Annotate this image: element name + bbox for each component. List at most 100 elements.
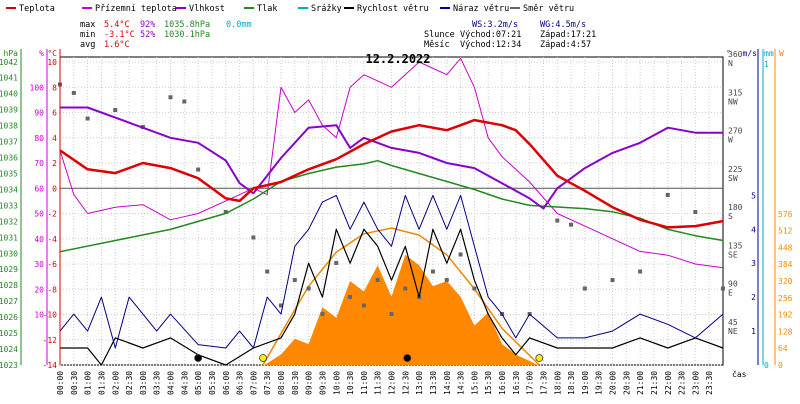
time-tick-label: 10:30 <box>346 371 355 395</box>
wind-direction-point <box>292 278 297 282</box>
axis-tick-w: 192 <box>778 311 793 320</box>
time-tick-label: 22:00 <box>664 371 673 395</box>
time-tick-label: 21:00 <box>636 371 645 395</box>
axis-label-degc: °C <box>47 49 57 58</box>
axis-tick-pct: 10 <box>34 311 44 320</box>
axis-tick-hpa: 1033 <box>0 201 18 210</box>
time-tick-label: 22:30 <box>678 371 687 395</box>
time-tick-label: 09:30 <box>318 371 327 395</box>
stat-value: avg <box>80 40 95 50</box>
sun-moon-marker <box>194 354 203 362</box>
axis-tick-degc: 10 <box>47 58 57 67</box>
time-tick-label: 23:00 <box>691 371 700 395</box>
time-tick-label: 17:00 <box>526 371 535 395</box>
axis-tick-deg-compass: N <box>728 59 733 68</box>
axis-tick-degc: -4 <box>47 235 57 244</box>
time-tick-label: 14:30 <box>457 371 466 395</box>
wind-direction-point <box>389 312 394 316</box>
axis-tick-w: 256 <box>778 294 793 303</box>
time-tick-label: 11:30 <box>374 371 383 395</box>
axis-tick-pct: 70 <box>34 159 44 168</box>
axis-tick-mm: 0 <box>764 361 769 370</box>
axis-tick-degc: -10 <box>43 311 58 320</box>
time-tick-label: 06:30 <box>236 371 245 395</box>
axis-tick-pct: 50 <box>34 210 44 219</box>
time-tick-label: 01:30 <box>97 371 106 395</box>
time-tick-label: 17:30 <box>539 371 548 395</box>
axis-tick-ms: 1 <box>751 327 756 336</box>
axis-tick-ms: 4 <box>751 225 756 234</box>
axis-tick-ms: 5 <box>751 191 756 200</box>
wind-direction-point <box>555 218 560 223</box>
time-tick-label: 00:00 <box>56 371 65 395</box>
axis-tick-deg-compass: S <box>728 212 733 221</box>
legend-item: Směr větru <box>523 4 574 14</box>
wind-direction-point <box>168 95 173 100</box>
axis-tick-hpa: 1031 <box>0 233 18 242</box>
time-tick-label: 03:00 <box>139 371 148 395</box>
wind-direction-point <box>444 278 449 282</box>
axis-tick-degc: 6 <box>52 109 57 118</box>
axis-tick-hpa: 1041 <box>0 74 18 83</box>
axis-label-hpa: hPa <box>4 49 19 58</box>
axis-tick-deg: 270 <box>728 127 743 136</box>
time-tick-label: 05:30 <box>208 371 217 395</box>
axis-tick-deg-compass: NE <box>728 327 738 336</box>
wind-direction-point <box>403 286 408 291</box>
wind-direction-point <box>582 286 587 291</box>
wind-direction-point <box>196 167 201 172</box>
axis-tick-hpa: 1040 <box>0 90 18 99</box>
axis-tick-hpa: 1032 <box>0 217 18 226</box>
axis-tick-w: 128 <box>778 327 793 336</box>
time-tick-label: 23:30 <box>705 371 714 395</box>
axis-tick-w: 448 <box>778 243 793 252</box>
temperature-line <box>59 118 724 229</box>
axis-label-mm: mm <box>764 49 774 58</box>
time-tick-label: 00:30 <box>70 371 79 395</box>
axis-tick-degc: -12 <box>43 336 58 345</box>
axis-tick-deg: 225 <box>728 165 743 174</box>
axis-tick-deg-compass: NW <box>728 97 738 106</box>
stat-value: 1030.1hPa <box>164 30 210 40</box>
axis-tick-hpa: 1024 <box>0 345 18 354</box>
wind-direction-point <box>279 303 283 308</box>
axis-tick-degc: -2 <box>47 210 57 219</box>
time-tick-label: 20:30 <box>622 371 631 395</box>
wind-direction-point <box>320 312 325 316</box>
wind-direction-point <box>361 303 366 308</box>
time-tick-label: 18:00 <box>553 371 562 395</box>
axis-tick-deg: 360 <box>728 50 743 59</box>
axis-label-pct: % <box>39 49 44 58</box>
wind-direction-point <box>182 99 187 104</box>
time-tick-label: 04:00 <box>167 371 176 395</box>
stat-value: 1.6°C <box>104 40 130 50</box>
axis-tick-w: 512 <box>778 227 793 236</box>
axis-tick-w: 64 <box>778 344 788 353</box>
wind-direction-point <box>610 278 615 282</box>
time-tick-label: 19:00 <box>581 371 590 395</box>
axis-tick-pct: 40 <box>34 235 44 244</box>
time-tick-label: 08:30 <box>291 371 300 395</box>
sun-moon-marker <box>535 354 544 362</box>
wind-direction-point <box>721 286 725 291</box>
axis-label-deg: ° <box>726 49 731 58</box>
time-tick-label: 15:30 <box>484 371 493 395</box>
axis-tick-hpa: 1029 <box>0 265 18 274</box>
wind-direction-point <box>348 295 353 299</box>
time-axis-label: čas <box>732 369 747 379</box>
legend-item: Rychlost větru <box>357 4 429 14</box>
sun-moon-marker <box>403 354 412 362</box>
axis-tick-deg: 90 <box>728 280 738 289</box>
wind-direction-point <box>334 261 339 265</box>
humidity-line <box>60 106 723 210</box>
time-tick-label: 15:00 <box>470 371 479 395</box>
sunrise-info: Východ:07:21 <box>460 30 521 40</box>
wind-direction-point <box>306 286 311 291</box>
legend-item: Náraz větru <box>453 4 509 14</box>
axis-tick-hpa: 1025 <box>0 329 18 338</box>
stat-value: 92% <box>140 20 155 30</box>
stat-value: max <box>80 20 95 30</box>
axis-tick-pct: 80 <box>34 134 44 143</box>
